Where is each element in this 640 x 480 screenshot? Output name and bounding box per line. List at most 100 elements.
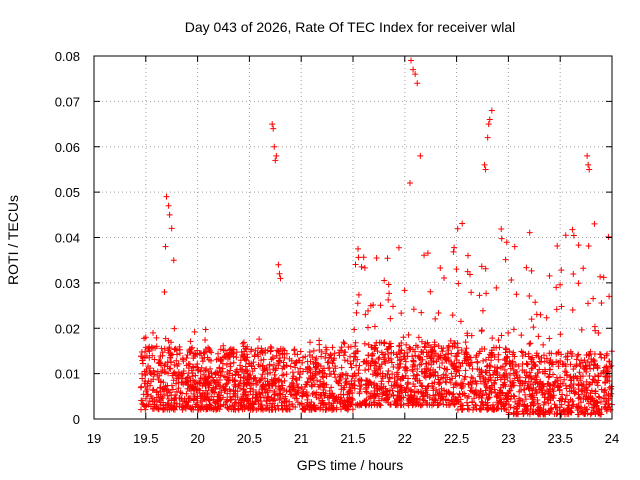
data-point — [536, 383, 543, 390]
data-point — [402, 389, 409, 396]
data-point — [202, 367, 209, 374]
data-point — [519, 398, 526, 405]
data-point — [316, 341, 323, 348]
data-point — [523, 372, 530, 379]
data-point — [235, 371, 242, 378]
data-point — [488, 352, 495, 359]
data-point — [184, 385, 191, 392]
data-point — [235, 405, 242, 412]
data-point — [300, 405, 307, 412]
data-point — [279, 406, 286, 413]
data-point — [425, 342, 432, 349]
data-point — [502, 256, 509, 263]
data-point — [541, 411, 548, 418]
data-point — [200, 379, 207, 386]
data-point — [329, 360, 336, 367]
data-point — [292, 359, 299, 366]
x-tick-label: 23.5 — [548, 431, 573, 446]
data-point — [273, 352, 280, 359]
data-point — [451, 400, 458, 407]
data-point — [319, 367, 326, 374]
data-point — [325, 365, 332, 372]
data-point — [318, 353, 325, 360]
data-point — [248, 360, 255, 367]
data-point — [505, 401, 512, 408]
data-point — [396, 393, 403, 400]
data-point — [593, 398, 600, 405]
data-point — [310, 390, 317, 397]
data-point — [207, 405, 214, 412]
data-point — [325, 399, 332, 406]
data-point — [398, 339, 405, 346]
data-point — [419, 349, 426, 356]
data-point — [469, 388, 476, 395]
data-point — [141, 354, 148, 361]
data-point — [279, 385, 286, 392]
data-point — [503, 354, 510, 361]
data-point — [483, 290, 490, 297]
data-point — [176, 346, 183, 353]
data-point — [139, 360, 146, 367]
data-point — [435, 402, 442, 409]
data-point — [264, 388, 271, 395]
data-point — [428, 354, 435, 361]
data-point — [442, 378, 449, 385]
data-point — [251, 352, 258, 359]
data-point — [381, 390, 388, 397]
data-point — [570, 401, 577, 408]
data-point — [183, 375, 190, 382]
data-point — [510, 410, 517, 417]
data-point — [157, 353, 164, 360]
data-point — [329, 393, 336, 400]
data-point — [494, 392, 501, 399]
data-point — [322, 344, 329, 351]
data-point — [304, 378, 311, 385]
data-point — [506, 372, 513, 379]
data-point — [537, 359, 544, 366]
data-point — [165, 202, 172, 209]
data-point — [186, 361, 193, 368]
data-point — [500, 371, 507, 378]
data-point — [218, 389, 225, 396]
data-point — [183, 390, 190, 397]
data-point — [355, 291, 362, 298]
data-point — [279, 382, 286, 389]
data-point — [486, 390, 493, 397]
data-point — [584, 410, 591, 417]
data-point — [270, 125, 277, 132]
data-point — [526, 293, 533, 300]
data-point — [546, 272, 553, 279]
data-point — [261, 375, 268, 382]
data-point — [266, 361, 273, 368]
data-point — [159, 406, 166, 413]
data-point — [215, 350, 222, 357]
data-point — [602, 379, 609, 386]
data-point — [348, 395, 355, 402]
data-point — [385, 350, 392, 357]
data-point — [256, 390, 263, 397]
data-point — [283, 371, 290, 378]
data-point — [373, 254, 380, 261]
data-point — [498, 225, 505, 232]
data-point — [479, 399, 486, 406]
data-point — [579, 359, 586, 366]
data-point — [343, 404, 350, 411]
data-point — [585, 300, 592, 307]
data-point — [592, 390, 599, 397]
data-point — [457, 318, 464, 325]
data-point — [171, 325, 178, 332]
data-point — [179, 398, 186, 405]
data-point — [171, 346, 178, 353]
data-point — [486, 367, 493, 374]
y-tick-label: 0.01 — [55, 367, 80, 382]
data-point — [242, 391, 249, 398]
data-point — [443, 390, 450, 397]
data-point — [513, 291, 520, 298]
data-point — [457, 363, 464, 370]
data-point — [443, 357, 450, 364]
data-point — [422, 360, 429, 367]
data-point — [424, 400, 431, 407]
data-point — [304, 396, 311, 403]
data-point — [387, 401, 394, 408]
data-point — [522, 396, 529, 403]
